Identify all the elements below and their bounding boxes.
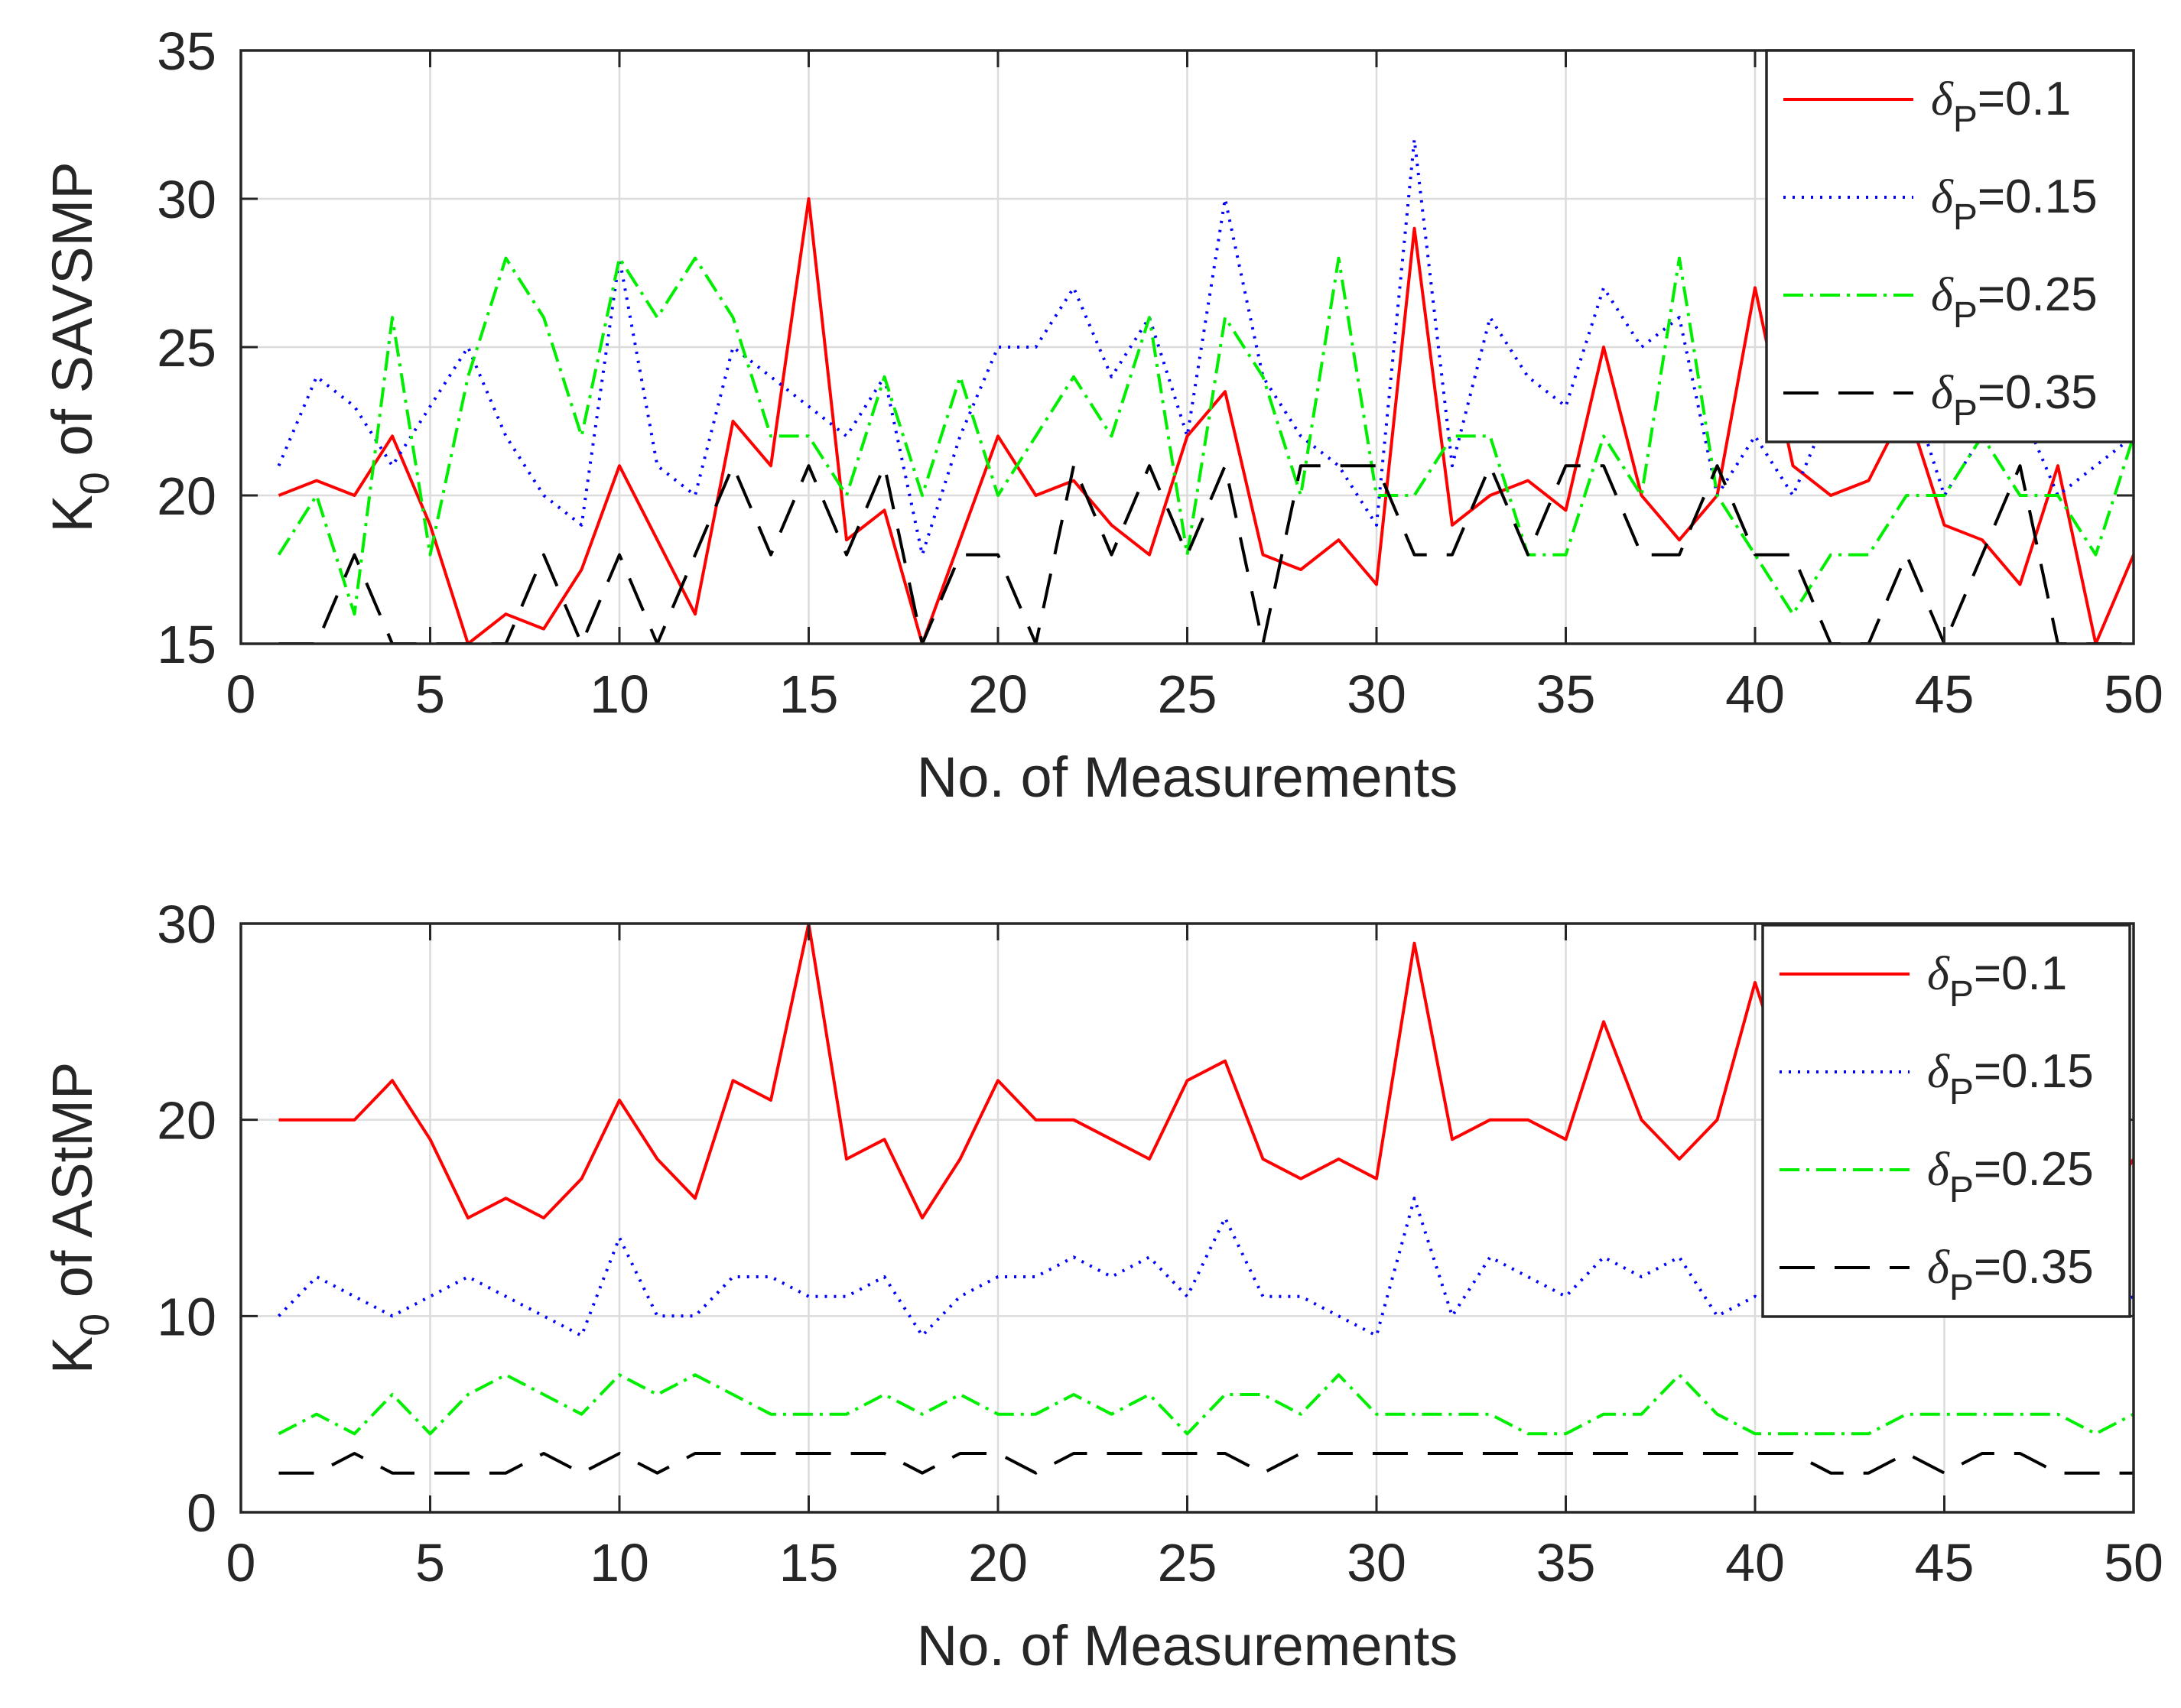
- legend-symbol: δ: [1931, 367, 1954, 419]
- y-label-sub: 0: [72, 1313, 118, 1336]
- series-line-3: [278, 464, 2134, 644]
- x-tick-label: 5: [415, 664, 445, 724]
- y-tick-label: 15: [157, 615, 216, 674]
- x-tick-label: 15: [779, 1533, 839, 1593]
- x-tick-label: 20: [968, 664, 1028, 724]
- x-tick-label: 40: [1725, 664, 1785, 724]
- series-line-2: [277, 256, 2134, 616]
- legend-value: =0.1: [1978, 73, 2071, 125]
- legend-sub: P: [1953, 295, 1978, 336]
- legend-sub: P: [1953, 99, 1978, 140]
- legend-value: =0.15: [1978, 170, 2098, 223]
- series-line-2: [278, 1373, 2134, 1436]
- y-tick-label: 20: [157, 1091, 216, 1151]
- x-tick-label: 20: [968, 1533, 1028, 1593]
- x-tick-label: 5: [415, 1533, 445, 1593]
- series-line-1: [278, 1197, 2134, 1337]
- legend-symbol: δ: [1931, 269, 1954, 321]
- legend-sub: P: [1953, 197, 1978, 238]
- x-tick-label: 10: [590, 1533, 649, 1593]
- y-label-main: K: [41, 1336, 104, 1374]
- legend-label-0: δP=0.1: [1927, 947, 2067, 1015]
- x-tick-label: 50: [2104, 1533, 2163, 1593]
- x-tick-label: 30: [1347, 1533, 1406, 1593]
- legend-sub: P: [1949, 1170, 1974, 1210]
- y-label-rest: of SAVSMP: [41, 161, 104, 472]
- x-tick-label: 40: [1725, 1533, 1785, 1593]
- legend-label-1: δP=0.15: [1927, 1045, 2094, 1112]
- legend-value: =0.15: [1974, 1045, 2094, 1098]
- x-tick-label: 0: [226, 1533, 256, 1593]
- series-line-3: [278, 1452, 2134, 1475]
- y-tick-label: 10: [157, 1287, 216, 1346]
- y-tick-label: 35: [157, 21, 216, 81]
- legend-value: =0.35: [1978, 366, 2098, 419]
- legend-symbol: δ: [1927, 1242, 1950, 1294]
- y-tick-label: 25: [157, 318, 216, 378]
- x-tick-label: 30: [1347, 664, 1406, 724]
- legend-value: =0.1: [1974, 947, 2067, 1000]
- x-tick-label: 10: [590, 664, 649, 724]
- legend-symbol: δ: [1927, 948, 1950, 1000]
- x-tick-label: 0: [226, 664, 256, 724]
- legend-symbol: δ: [1931, 171, 1954, 223]
- x-tick-label: 35: [1536, 664, 1596, 724]
- legend-label-2: δP=0.25: [1931, 268, 2098, 336]
- legend-sub: P: [1949, 1072, 1974, 1112]
- y-tick-label: 30: [157, 170, 216, 229]
- legend-sub: P: [1949, 974, 1974, 1015]
- legend-label-3: δP=0.35: [1927, 1241, 2094, 1308]
- y-tick-label: 30: [157, 895, 216, 954]
- y-label-sub: 0: [72, 472, 118, 495]
- chart-astmp: 0 5 10 15 20 25 30 35 40 45 50 0 10 20 30 No. of Measur…: [41, 895, 2163, 1677]
- legend-value: =0.25: [1974, 1143, 2094, 1196]
- legend-label-2: δP=0.25: [1927, 1143, 2094, 1210]
- x-tick-label: 25: [1158, 664, 1217, 724]
- y-tick-label: 0: [187, 1483, 216, 1543]
- legend-sub: P: [1953, 393, 1978, 433]
- x-tick-label: 45: [1915, 1533, 1975, 1593]
- legend-value: =0.25: [1978, 268, 2098, 321]
- legend-label-0: δP=0.1: [1931, 73, 2071, 140]
- y-axis-label: K0 of AStMP: [41, 1062, 118, 1374]
- legend-symbol: δ: [1927, 1046, 1950, 1098]
- y-label-main: K: [41, 495, 104, 532]
- x-tick-label: 15: [779, 664, 839, 724]
- legend-symbol: δ: [1931, 73, 1954, 125]
- x-tick-label: 25: [1158, 1533, 1217, 1593]
- legend-label-1: δP=0.15: [1931, 170, 2098, 238]
- series-line-0: [278, 197, 2134, 644]
- legend-symbol: δ: [1927, 1144, 1950, 1196]
- x-axis-label: No. of Measurements: [917, 1614, 1458, 1677]
- x-axis-label: No. of Measurements: [917, 745, 1458, 809]
- x-tick-label: 45: [1915, 664, 1975, 724]
- legend-label-3: δP=0.35: [1931, 366, 2098, 433]
- x-tick-label: 50: [2104, 664, 2163, 724]
- legend-box: [1765, 49, 2135, 443]
- legend-box: [1761, 924, 2131, 1318]
- chart-savsmp: 0 5 10 15 20 25 30 35 40 45 50 15 20 25 30 35 No. of Mea…: [41, 21, 2163, 809]
- y-axis-label: K0 of SAVSMP: [41, 161, 118, 532]
- legend-sub: P: [1949, 1268, 1974, 1308]
- x-tick-label: 35: [1536, 1533, 1596, 1593]
- y-label-rest: of AStMP: [41, 1062, 104, 1313]
- y-tick-label: 20: [157, 466, 216, 526]
- legend-value: =0.35: [1974, 1241, 2094, 1294]
